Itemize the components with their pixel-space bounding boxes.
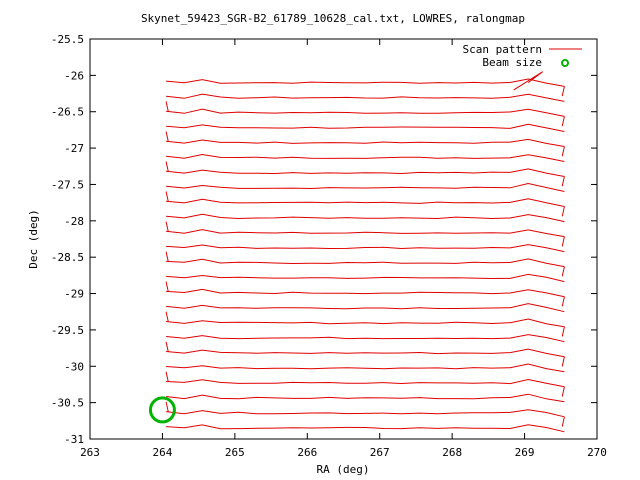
chart-title: Skynet_59423_SGR-B2_61789_10628_cal.txt,… bbox=[141, 12, 525, 25]
scan-turn bbox=[561, 296, 565, 307]
scan-turn bbox=[165, 401, 169, 412]
legend-label-scan-pattern: Scan pattern bbox=[463, 43, 542, 56]
scan-line bbox=[166, 198, 565, 207]
y-tick-label: -26 bbox=[64, 69, 84, 82]
scan-turn bbox=[165, 371, 169, 382]
scan-line bbox=[166, 424, 565, 433]
scan-line bbox=[166, 258, 565, 268]
y-tick-labels: -25.5 -26 -26.5 -27 -27.5 -28 -28.5 -29 -29.5 -30… bbox=[51, 33, 84, 446]
scan-turn bbox=[561, 416, 565, 427]
scan-line bbox=[166, 138, 565, 147]
scan-turn bbox=[561, 236, 565, 247]
y-tick-label: -28.5 bbox=[51, 251, 84, 264]
scan-turn bbox=[561, 176, 565, 187]
scan-line bbox=[166, 78, 565, 87]
x-tick-label: 265 bbox=[225, 446, 245, 459]
scan-line bbox=[166, 273, 565, 283]
y-tick-label: -27.5 bbox=[51, 178, 84, 191]
scan-turn bbox=[561, 326, 565, 337]
y-axis-label: Dec (deg) bbox=[27, 209, 40, 269]
scan-line bbox=[166, 182, 565, 192]
y-tick-label: -30 bbox=[64, 360, 84, 373]
x-tick-label: 264 bbox=[152, 446, 172, 459]
scan-turn bbox=[165, 341, 169, 352]
scan-line bbox=[166, 229, 565, 238]
scan-turn bbox=[165, 251, 169, 262]
x-tick-label: 266 bbox=[297, 446, 317, 459]
scan-turn bbox=[561, 116, 565, 127]
x-axis-label: RA (deg) bbox=[317, 463, 370, 476]
x-tick-label: 268 bbox=[442, 446, 462, 459]
scan-line bbox=[166, 123, 565, 132]
legend-label-beam-size: Beam size bbox=[482, 56, 542, 69]
scan-line bbox=[166, 303, 565, 313]
scan-turn bbox=[165, 281, 169, 292]
scan-turn bbox=[165, 311, 169, 322]
scan-turn bbox=[165, 221, 169, 232]
scan-turn bbox=[165, 101, 169, 112]
scan-pattern bbox=[165, 71, 565, 433]
beam-circle bbox=[148, 396, 176, 424]
y-tick-label: -28 bbox=[64, 215, 84, 228]
beam-size bbox=[148, 396, 176, 424]
x-tick-label: 267 bbox=[370, 446, 390, 459]
scan-turn bbox=[561, 356, 565, 367]
y-tick-label: -29 bbox=[64, 288, 84, 301]
scan-line bbox=[166, 393, 565, 403]
scan-turn bbox=[165, 191, 169, 202]
scan-line bbox=[166, 93, 565, 102]
legend-swatch-beam-size bbox=[561, 59, 569, 67]
scan-line bbox=[166, 378, 565, 388]
scan-turn bbox=[561, 146, 565, 157]
scan-turn bbox=[561, 266, 565, 277]
x-tick-label: 263 bbox=[80, 446, 100, 459]
x-tick-label: 270 bbox=[587, 446, 607, 459]
scan-turn bbox=[561, 386, 565, 397]
scan-line bbox=[166, 318, 565, 328]
scan-line bbox=[166, 334, 565, 343]
x-tick-label: 269 bbox=[515, 446, 535, 459]
scan-line bbox=[166, 409, 565, 418]
scan-line bbox=[166, 108, 565, 117]
scan-turn bbox=[165, 131, 169, 142]
plot-frame bbox=[89, 38, 598, 440]
scan-line bbox=[166, 288, 565, 298]
scan-line bbox=[166, 363, 565, 373]
scan-turn bbox=[561, 86, 565, 97]
y-tick-label: -25.5 bbox=[51, 33, 84, 46]
scan-line bbox=[166, 348, 565, 358]
scan-line bbox=[166, 153, 565, 162]
y-tick-label: -30.5 bbox=[51, 397, 84, 410]
scan-line bbox=[166, 168, 565, 177]
y-tick-label: -27 bbox=[64, 142, 84, 155]
legend: Scan pattern Beam size bbox=[463, 43, 582, 69]
scan-line bbox=[166, 244, 565, 253]
axis-ticks bbox=[89, 38, 598, 440]
y-tick-label: -31 bbox=[64, 433, 84, 446]
y-tick-label: -29.5 bbox=[51, 324, 84, 337]
x-tick-labels: 263 264 265 266 267 268 269 270 bbox=[80, 446, 607, 459]
y-tick-label: -26.5 bbox=[51, 106, 84, 119]
scan-line bbox=[166, 213, 565, 223]
scan-turn bbox=[561, 206, 565, 217]
scan-turn bbox=[513, 71, 543, 91]
scan-turn bbox=[165, 161, 169, 172]
